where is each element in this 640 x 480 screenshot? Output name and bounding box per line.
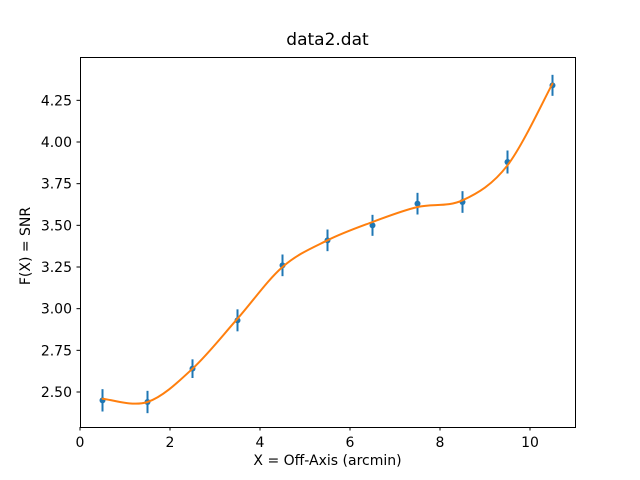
x-tick-label: 2 <box>166 435 175 451</box>
plot-frame <box>80 57 576 428</box>
y-tick-label: 4.00 <box>41 135 72 151</box>
chart-title: data2.dat <box>286 30 369 50</box>
x-tick-label: 10 <box>521 435 539 451</box>
fit-line <box>101 82 554 405</box>
x-tick-label: 8 <box>436 435 445 451</box>
y-tick-label: 3.75 <box>41 177 72 193</box>
y-tick-label: 3.25 <box>41 260 72 276</box>
y-tick-label: 3.50 <box>41 218 72 234</box>
y-tick-label: 3.00 <box>41 302 72 318</box>
y-tick-label: 2.75 <box>41 343 72 359</box>
x-tick-label: 0 <box>76 435 85 451</box>
x-tick-label: 6 <box>346 435 355 451</box>
y-tick-label: 2.50 <box>41 385 72 401</box>
y-axis-label: F(X) = SNR <box>18 206 34 286</box>
data-point-marker <box>369 222 376 229</box>
x-tick-label: 4 <box>256 435 265 451</box>
data-point-marker <box>414 200 421 207</box>
y-tick-label: 4.25 <box>41 93 72 109</box>
x-axis-label: X = Off-Axis (arcmin) <box>253 453 402 469</box>
